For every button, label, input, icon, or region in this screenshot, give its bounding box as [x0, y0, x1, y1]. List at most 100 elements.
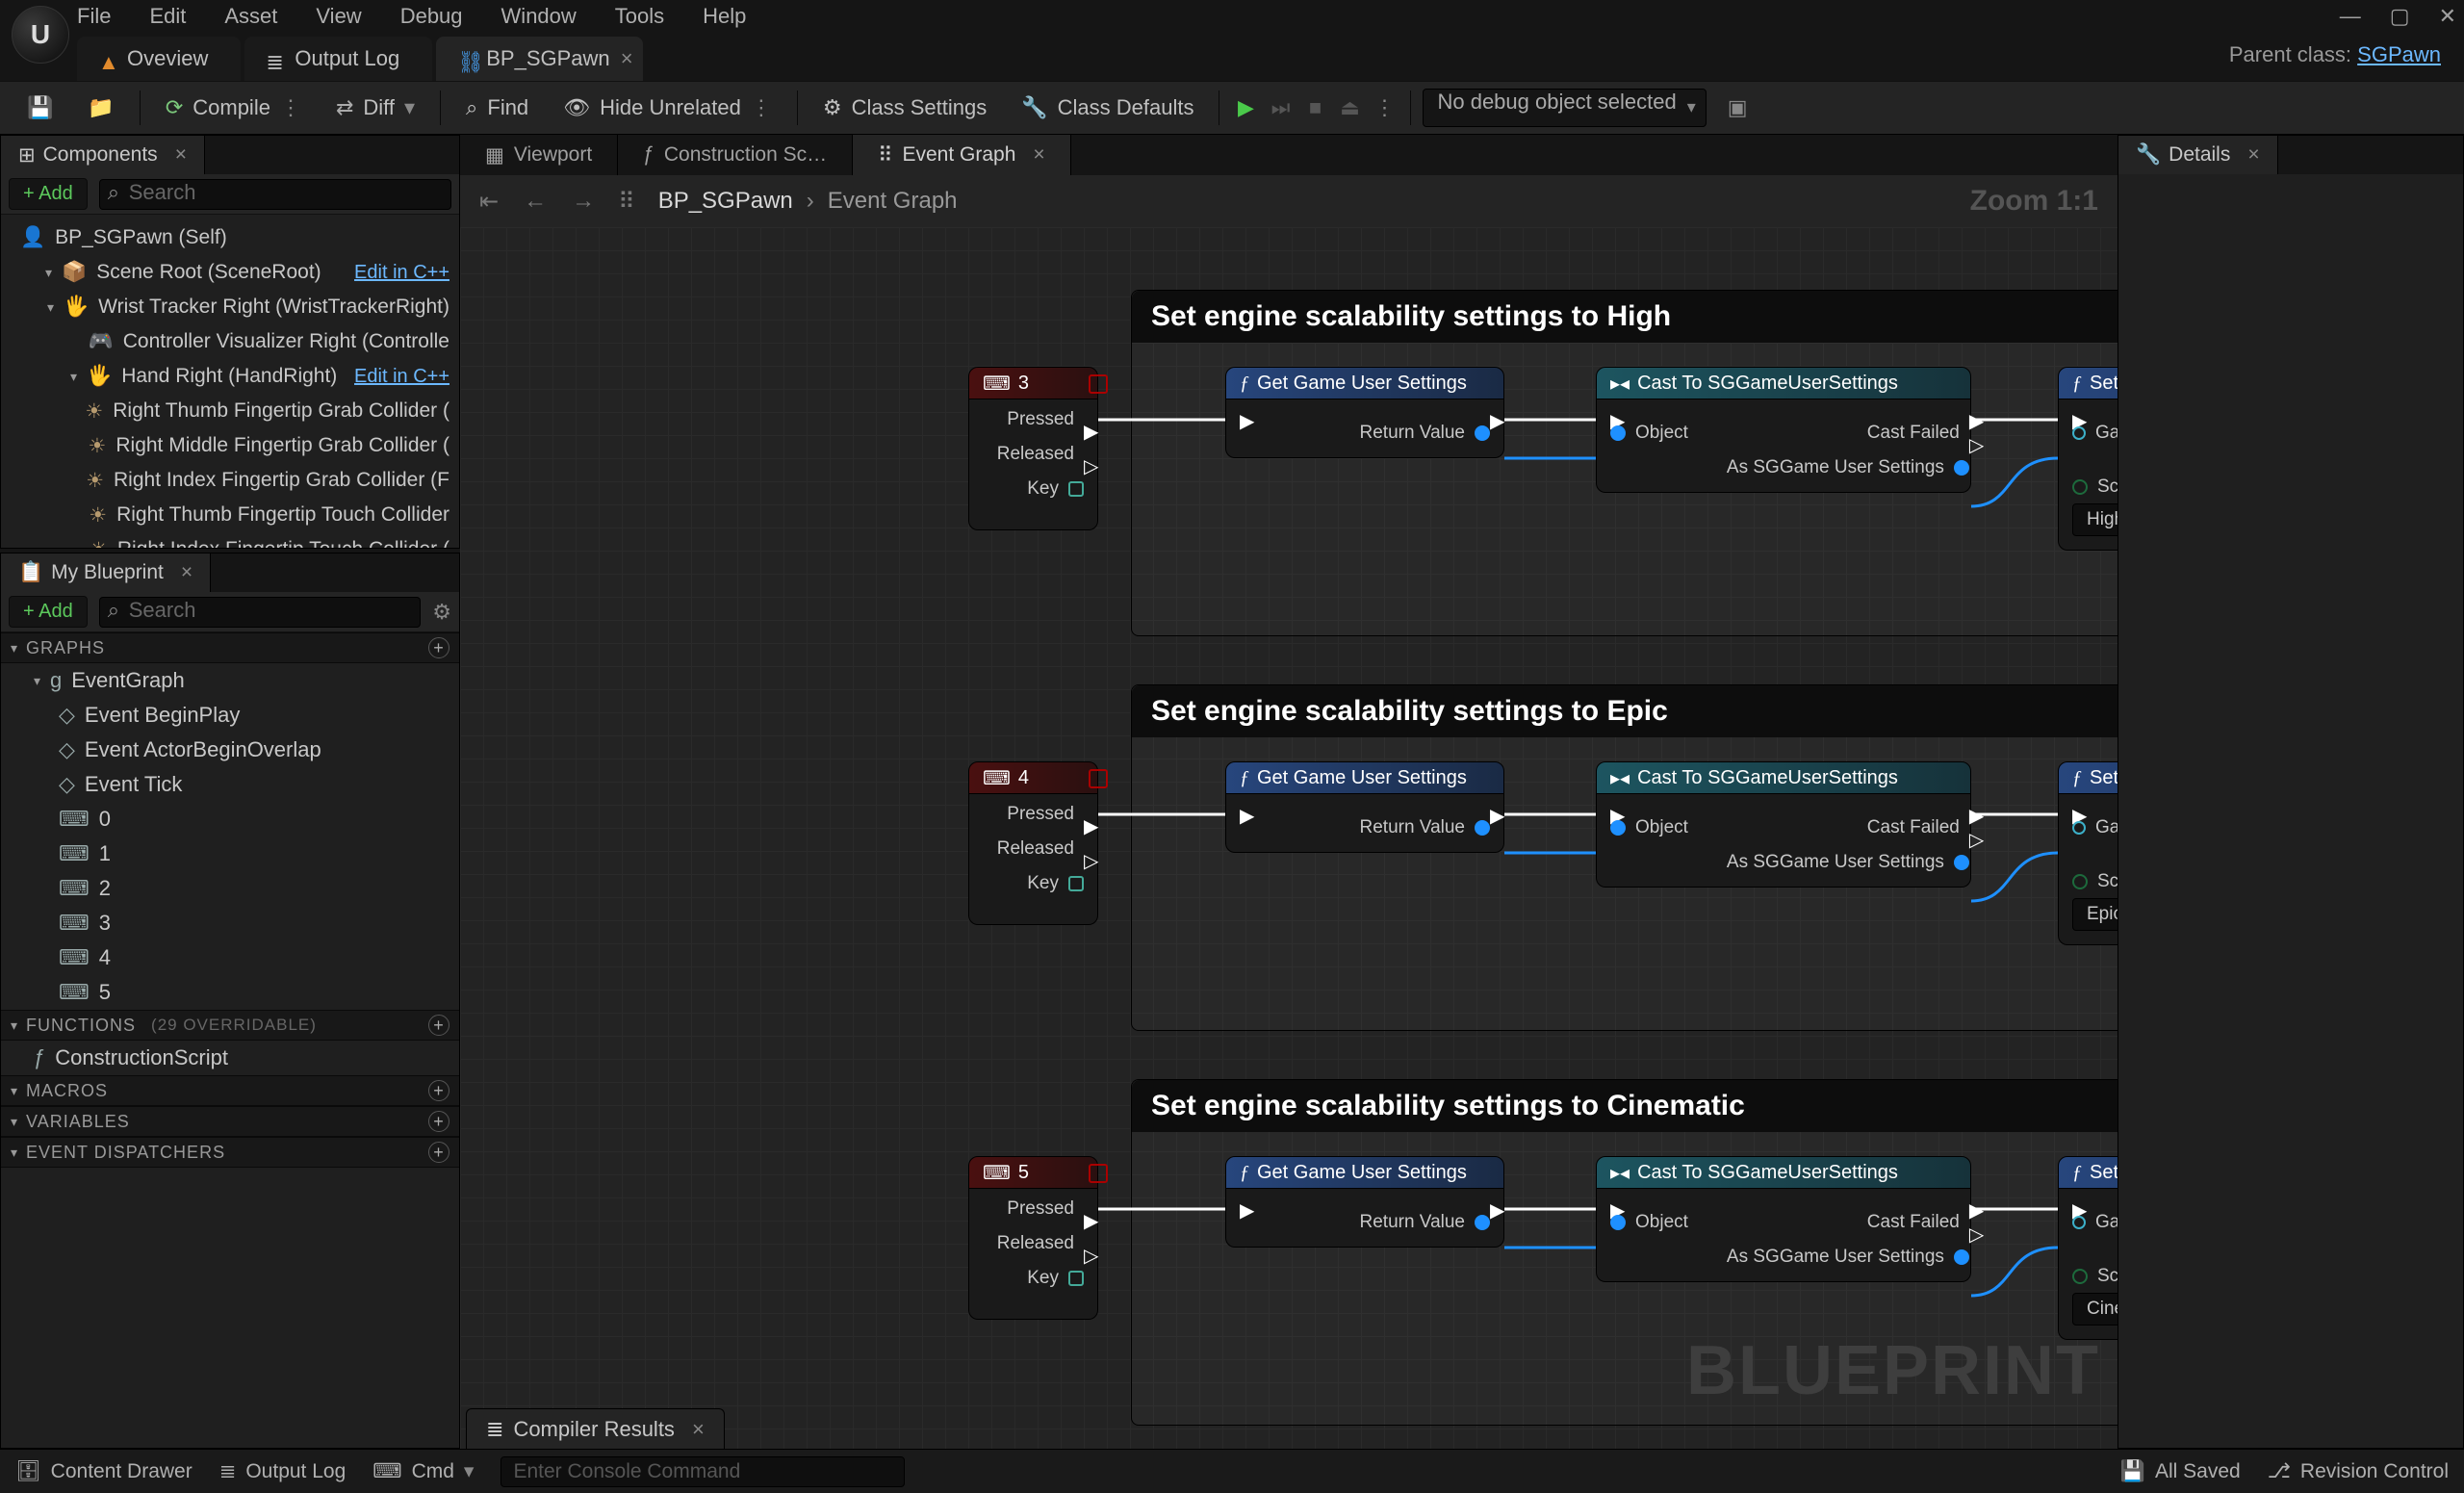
class-settings-button[interactable]: ⚙ Class Settings [809, 89, 1000, 127]
component-tree-row[interactable]: 👤BP_SGPawn (Self) [5, 220, 455, 255]
component-tree-row[interactable]: ▾🖐Wrist Tracker Right (WristTrackerRight… [5, 290, 455, 324]
step-button[interactable]: ⏭ [1266, 93, 1295, 122]
input-key-node[interactable]: ⌨ 5 Pressed Released Key [968, 1156, 1098, 1320]
tab-viewport[interactable]: ▦ Viewport [460, 135, 618, 175]
tab-construction-script[interactable]: ƒ Construction Sc… [618, 135, 853, 175]
menu-edit[interactable]: Edit [149, 4, 186, 29]
tab-overview[interactable]: ▲ Oveview [77, 37, 241, 81]
component-tree-row[interactable]: ▾📦Scene Root (SceneRoot)Edit in C++ [5, 255, 455, 290]
save-status[interactable]: 💾 All Saved [2120, 1460, 2241, 1483]
node-header[interactable]: ƒ Set Engine Scalability Settings [2058, 367, 2118, 399]
tab-event-graph[interactable]: ⠿ Event Graph × [853, 135, 1071, 175]
class-defaults-button[interactable]: 🔧 Class Defaults [1008, 89, 1207, 127]
blueprint-tree-row[interactable]: ⌨ 1 [1, 837, 459, 871]
edit-cpp-link[interactable]: Edit in C++ [354, 262, 449, 284]
add-item-button[interactable]: + [428, 1080, 449, 1101]
node-header[interactable]: ▸◂ Cast To SGGameUserSettings [1596, 367, 1971, 399]
close-icon[interactable]: × [2247, 143, 2259, 167]
save-button[interactable]: 💾 [13, 89, 66, 127]
scalability-dropdown[interactable]: Cinematic [2072, 1293, 2118, 1326]
node-header[interactable]: ƒ Get Game User Settings [1225, 761, 1504, 794]
cast-node[interactable]: ▸◂ Cast To SGGameUserSettings Object Cas… [1596, 761, 1971, 888]
output-log-button[interactable]: ≣ Output Log [219, 1459, 346, 1483]
object-out-pin[interactable] [1954, 460, 1969, 476]
node-header[interactable]: ƒ Set Engine Scalability Settings [2058, 761, 2118, 794]
node-header[interactable]: ▸◂ Cast To SGGameUserSettings [1596, 761, 1971, 794]
add-item-button[interactable]: + [428, 1111, 449, 1132]
object-in-pin[interactable] [1610, 820, 1626, 836]
set-scalability-node[interactable]: ƒ Set Engine Scalability Settings Game U… [2058, 1156, 2118, 1340]
add-item-button[interactable]: + [428, 1015, 449, 1036]
tab-blueprint[interactable]: ⛓ BP_SGPawn × [436, 37, 642, 81]
enum-in-pin[interactable] [2072, 1269, 2088, 1284]
blueprint-tree-row[interactable]: ◇ Event BeginPlay [1, 698, 459, 733]
components-tab[interactable]: ⊞ Components × [1, 136, 205, 174]
add-item-button[interactable]: + [428, 637, 449, 658]
scalability-dropdown[interactable]: Epic [2072, 898, 2118, 931]
menu-asset[interactable]: Asset [224, 4, 277, 29]
get-game-user-settings-node[interactable]: ƒ Get Game User Settings Return Value [1225, 367, 1504, 458]
blueprint-tree-row[interactable]: ⌨ 0 [1, 802, 459, 837]
node-header[interactable]: ⌨ 5 [968, 1156, 1098, 1189]
expand-icon[interactable]: ▾ [45, 265, 52, 281]
close-icon[interactable]: × [175, 143, 187, 167]
category-header[interactable]: ▾ FUNCTIONS (29 OVERRIDABLE) + [1, 1010, 459, 1041]
delegate-pin[interactable] [1089, 769, 1108, 788]
crumb-root[interactable]: BP_SGPawn [658, 188, 793, 215]
close-icon[interactable]: × [692, 1417, 705, 1442]
gear-icon[interactable]: ⚙ [432, 600, 451, 625]
delegate-pin[interactable] [1089, 374, 1108, 394]
console-input[interactable]: Enter Console Command [500, 1456, 905, 1487]
struct-in-pin[interactable] [2069, 818, 2089, 837]
cast-node[interactable]: ▸◂ Cast To SGGameUserSettings Object Cas… [1596, 367, 1971, 493]
debug-filter-button[interactable]: ▣ [1714, 89, 1761, 127]
component-tree-row[interactable]: ☀Right Index Fingertip Touch Collider ( [5, 532, 455, 548]
chevron-down-icon[interactable]: ▾ [464, 1459, 475, 1483]
window-close-icon[interactable]: ✕ [2439, 4, 2456, 29]
debug-object-dropdown[interactable]: No debug object selected [1423, 89, 1706, 127]
node-header[interactable]: ƒ Set Engine Scalability Settings [2058, 1156, 2118, 1189]
tab-output-log[interactable]: ≣ Output Log [244, 37, 432, 81]
category-header[interactable]: ▾ VARIABLES + [1, 1106, 459, 1137]
diff-button[interactable]: ⇄ Diff ▾ [322, 89, 428, 127]
component-tree-row[interactable]: ☀Right Middle Fingertip Grab Collider ( [5, 428, 455, 463]
category-header[interactable]: ▾ MACROS + [1, 1075, 459, 1106]
comment-title[interactable]: Set engine scalability settings to Epic [1132, 685, 2118, 737]
revision-control-button[interactable]: ⎇ Revision Control [2268, 1459, 2449, 1483]
enum-in-pin[interactable] [2072, 479, 2088, 495]
compile-button[interactable]: ⟳ Compile ⋮ [152, 89, 315, 127]
cmd-button[interactable]: ⌨ Cmd ▾ [372, 1459, 474, 1483]
close-icon[interactable]: × [621, 46, 633, 71]
object-out-pin[interactable] [1954, 855, 1969, 870]
eject-button[interactable]: ⏏ [1335, 93, 1364, 122]
hide-unrelated-button[interactable]: 👁 Hide Unrelated ⋮ [550, 89, 785, 127]
menu-file[interactable]: File [77, 4, 111, 29]
blueprint-tree-row[interactable]: ⌨ 3 [1, 906, 459, 940]
struct-in-pin[interactable] [2069, 1213, 2089, 1232]
expand-icon[interactable]: ▾ [11, 1145, 18, 1161]
play-button[interactable]: ▶ [1231, 93, 1260, 122]
expand-icon[interactable]: ▾ [11, 640, 18, 656]
more-icon[interactable]: ⋮ [1370, 93, 1399, 122]
more-icon[interactable]: ⋮ [280, 95, 301, 120]
close-icon[interactable]: × [181, 561, 192, 584]
my-blueprint-tab[interactable]: 📋 My Blueprint × [1, 553, 211, 592]
close-icon[interactable]: × [1033, 143, 1044, 167]
node-header[interactable]: ▸◂ Cast To SGGameUserSettings [1596, 1156, 1971, 1189]
component-tree-row[interactable]: ☀Right Index Fingertip Grab Collider (F [5, 463, 455, 498]
key-out-pin[interactable] [1068, 1271, 1084, 1286]
struct-in-pin[interactable] [2069, 424, 2089, 443]
node-header[interactable]: ⌨ 4 [968, 761, 1098, 794]
menu-window[interactable]: Window [501, 4, 577, 29]
object-out-pin[interactable] [1475, 425, 1490, 441]
comment-title[interactable]: Set engine scalability settings to Cinem… [1132, 1080, 2118, 1132]
input-key-node[interactable]: ⌨ 4 Pressed Released Key [968, 761, 1098, 925]
cast-node[interactable]: ▸◂ Cast To SGGameUserSettings Object Cas… [1596, 1156, 1971, 1282]
object-in-pin[interactable] [1610, 1215, 1626, 1230]
menu-tools[interactable]: Tools [615, 4, 664, 29]
nav-fwd-icon[interactable]: → [572, 188, 595, 216]
object-out-pin[interactable] [1475, 820, 1490, 836]
menu-debug[interactable]: Debug [400, 4, 463, 29]
key-out-pin[interactable] [1068, 481, 1084, 497]
menu-help[interactable]: Help [703, 4, 746, 29]
